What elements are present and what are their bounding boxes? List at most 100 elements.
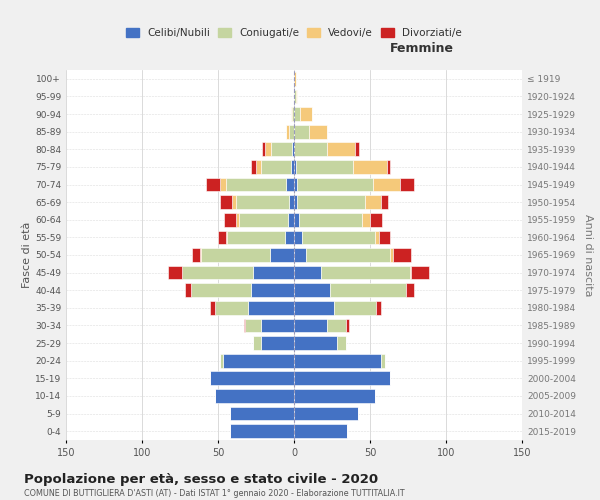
Bar <box>297 196 365 209</box>
Bar <box>296 90 297 104</box>
Bar <box>286 178 294 192</box>
Bar <box>236 196 289 209</box>
Bar <box>239 213 288 226</box>
Bar <box>294 230 302 244</box>
Bar <box>291 107 292 121</box>
Bar <box>226 178 286 192</box>
Bar <box>260 318 294 332</box>
Bar <box>379 230 390 244</box>
Bar <box>296 160 353 174</box>
Bar <box>223 354 294 368</box>
Bar <box>299 213 362 226</box>
Bar <box>182 266 253 280</box>
Bar <box>201 248 269 262</box>
Bar <box>271 142 292 156</box>
Bar <box>285 230 294 244</box>
Bar <box>200 248 201 262</box>
Bar <box>211 372 294 385</box>
Bar <box>265 142 271 156</box>
Bar <box>400 178 414 192</box>
Bar <box>226 230 227 244</box>
Bar <box>236 213 239 226</box>
Bar <box>387 160 390 174</box>
Bar <box>289 125 294 138</box>
Bar <box>292 107 294 121</box>
Bar <box>262 142 265 156</box>
Bar <box>374 230 379 244</box>
Text: Popolazione per età, sesso e stato civile - 2020: Popolazione per età, sesso e stato civil… <box>24 472 378 486</box>
Bar <box>191 284 251 297</box>
Bar <box>224 213 236 226</box>
Bar <box>410 266 411 280</box>
Bar <box>288 213 294 226</box>
Bar <box>411 266 429 280</box>
Bar <box>253 266 294 280</box>
Bar <box>294 196 297 209</box>
Bar <box>294 107 300 121</box>
Y-axis label: Anni di nascita: Anni di nascita <box>583 214 593 296</box>
Bar <box>380 196 388 209</box>
Bar <box>294 266 322 280</box>
Bar <box>220 178 226 192</box>
Bar <box>294 160 296 174</box>
Bar <box>244 318 245 332</box>
Bar <box>362 213 370 226</box>
Y-axis label: Fasce di età: Fasce di età <box>22 222 32 288</box>
Bar <box>294 336 337 350</box>
Bar <box>373 178 400 192</box>
Bar <box>300 107 312 121</box>
Bar <box>334 301 376 314</box>
Bar <box>337 336 346 350</box>
Bar <box>294 354 380 368</box>
Bar <box>294 406 358 420</box>
Bar <box>253 336 260 350</box>
Bar <box>328 318 346 332</box>
Bar <box>245 318 260 332</box>
Bar <box>218 230 226 244</box>
Bar <box>294 301 334 314</box>
Bar <box>328 142 355 156</box>
Bar <box>309 125 328 138</box>
Bar <box>294 372 390 385</box>
Bar <box>192 248 200 262</box>
Bar <box>215 301 248 314</box>
Bar <box>294 248 306 262</box>
Bar <box>297 178 373 192</box>
Bar <box>390 248 393 262</box>
Bar <box>294 178 297 192</box>
Bar <box>251 284 294 297</box>
Bar <box>211 301 215 314</box>
Bar <box>331 284 406 297</box>
Bar <box>306 248 390 262</box>
Bar <box>292 142 294 156</box>
Legend: Celibi/Nubili, Coniugati/e, Vedovi/e, Divorziati/e: Celibi/Nubili, Coniugati/e, Vedovi/e, Di… <box>122 24 466 42</box>
Bar <box>294 389 374 403</box>
Bar <box>260 336 294 350</box>
Bar <box>291 160 294 174</box>
Bar <box>215 389 294 403</box>
Bar <box>230 424 294 438</box>
Bar <box>294 90 296 104</box>
Bar <box>370 213 382 226</box>
Bar <box>380 354 385 368</box>
Bar <box>355 142 359 156</box>
Bar <box>294 318 328 332</box>
Bar <box>322 266 410 280</box>
Bar <box>206 178 220 192</box>
Bar <box>376 301 380 314</box>
Bar <box>230 406 294 420</box>
Bar <box>393 248 411 262</box>
Bar <box>232 196 236 209</box>
Bar <box>406 284 414 297</box>
Bar <box>294 72 296 86</box>
Bar <box>256 160 260 174</box>
Bar <box>294 284 331 297</box>
Bar <box>248 301 294 314</box>
Bar <box>168 266 182 280</box>
Bar <box>346 318 349 332</box>
Bar <box>251 160 256 174</box>
Bar <box>294 213 299 226</box>
Bar <box>353 160 387 174</box>
Bar <box>302 230 374 244</box>
Bar <box>220 354 223 368</box>
